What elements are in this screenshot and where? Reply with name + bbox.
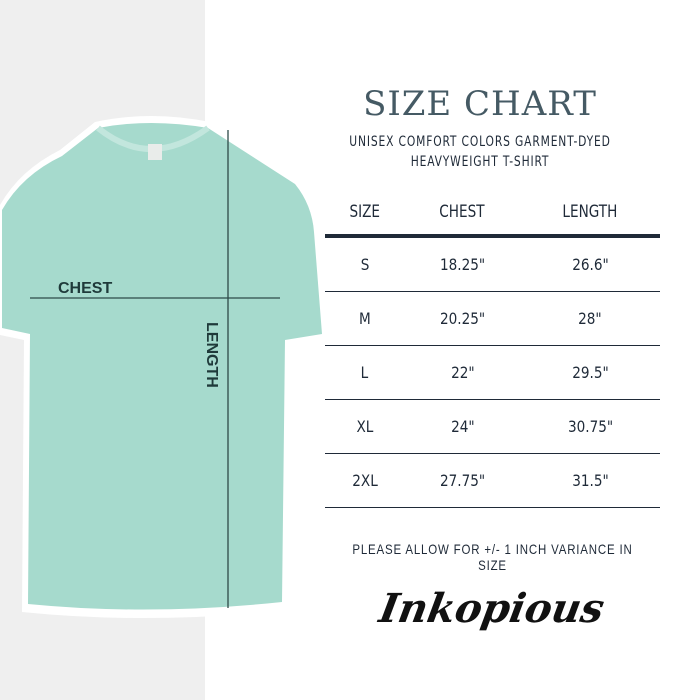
subtitle-line-1: UNISEX COMFORT COLORS GARMENT-DYED: [349, 134, 611, 150]
table-row: S 18.25" 26.6": [325, 236, 660, 292]
chest-cell: 18.25": [439, 255, 485, 274]
page-title: SIZE CHART: [363, 84, 597, 124]
size-cell: M: [358, 309, 371, 328]
shirt-tag: [148, 144, 162, 160]
length-label: LENGTH: [203, 322, 220, 388]
chest-cell: 24": [450, 417, 475, 436]
length-cell: 28": [578, 309, 602, 328]
subtitle: UNISEX COMFORT COLORS GARMENT-DYED HEAVY…: [344, 132, 616, 172]
size-cell: XL: [356, 417, 374, 436]
length-cell: 31.5": [571, 471, 609, 490]
chest-cell: 22": [450, 363, 475, 382]
header-size: SIZE: [332, 190, 397, 238]
header-length: LENGTH: [534, 190, 647, 238]
chest-label: CHEST: [58, 280, 113, 297]
length-cell: 29.5": [571, 363, 609, 382]
size-cell: 2XL: [351, 471, 378, 490]
size-table: SIZE CHEST LENGTH S 18.25" 26.6" M 20.25" 28…: [325, 190, 660, 508]
chest-cell: 27.75": [439, 471, 485, 490]
chest-cell: 20.25": [439, 309, 485, 328]
table-row: XL 24" 30.75": [325, 399, 660, 454]
size-cell: L: [360, 363, 369, 382]
subtitle-line-2: HEAVYWEIGHT T-SHIRT: [410, 154, 550, 170]
table-row: 2XL 27.75" 31.5": [325, 453, 660, 508]
length-cell: 30.75": [567, 417, 613, 436]
brand-logo: Inkopious: [375, 585, 608, 632]
table-row: L 22" 29.5": [325, 345, 660, 400]
size-cell: S: [360, 255, 370, 274]
variance-note: PLEASE ALLOW FOR +/- 1 INCH VARIANCE IN …: [352, 541, 633, 573]
header-chest: CHEST: [416, 190, 509, 238]
tshirt-image: [0, 116, 328, 619]
table-row: M 20.25" 28": [325, 291, 660, 346]
length-cell: 26.6": [571, 255, 609, 274]
